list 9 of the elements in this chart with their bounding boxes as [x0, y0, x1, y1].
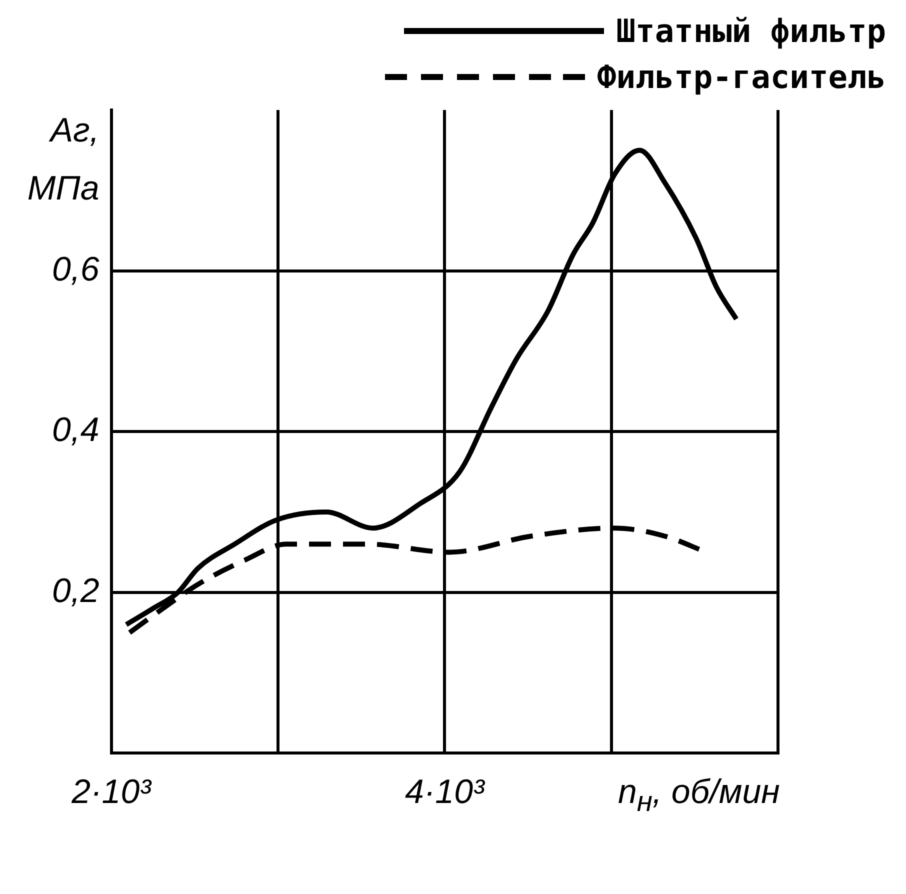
- x-axis-title: n$_{н}$, об/мин: [618, 773, 780, 819]
- x-tick-label: 2·10³: [70, 773, 153, 812]
- y-tick-label: 0,2: [52, 572, 100, 610]
- y-tick-label: 0,4: [52, 411, 100, 450]
- y-tick-label: 0,6: [52, 250, 100, 288]
- x-tick-label: 4·10³: [404, 773, 486, 812]
- y-axis-title: Aг, МПа: [27, 111, 100, 208]
- legend-label: Фильтр-гаситель: [597, 58, 886, 96]
- legend-label: Штатный фильтр: [616, 12, 886, 50]
